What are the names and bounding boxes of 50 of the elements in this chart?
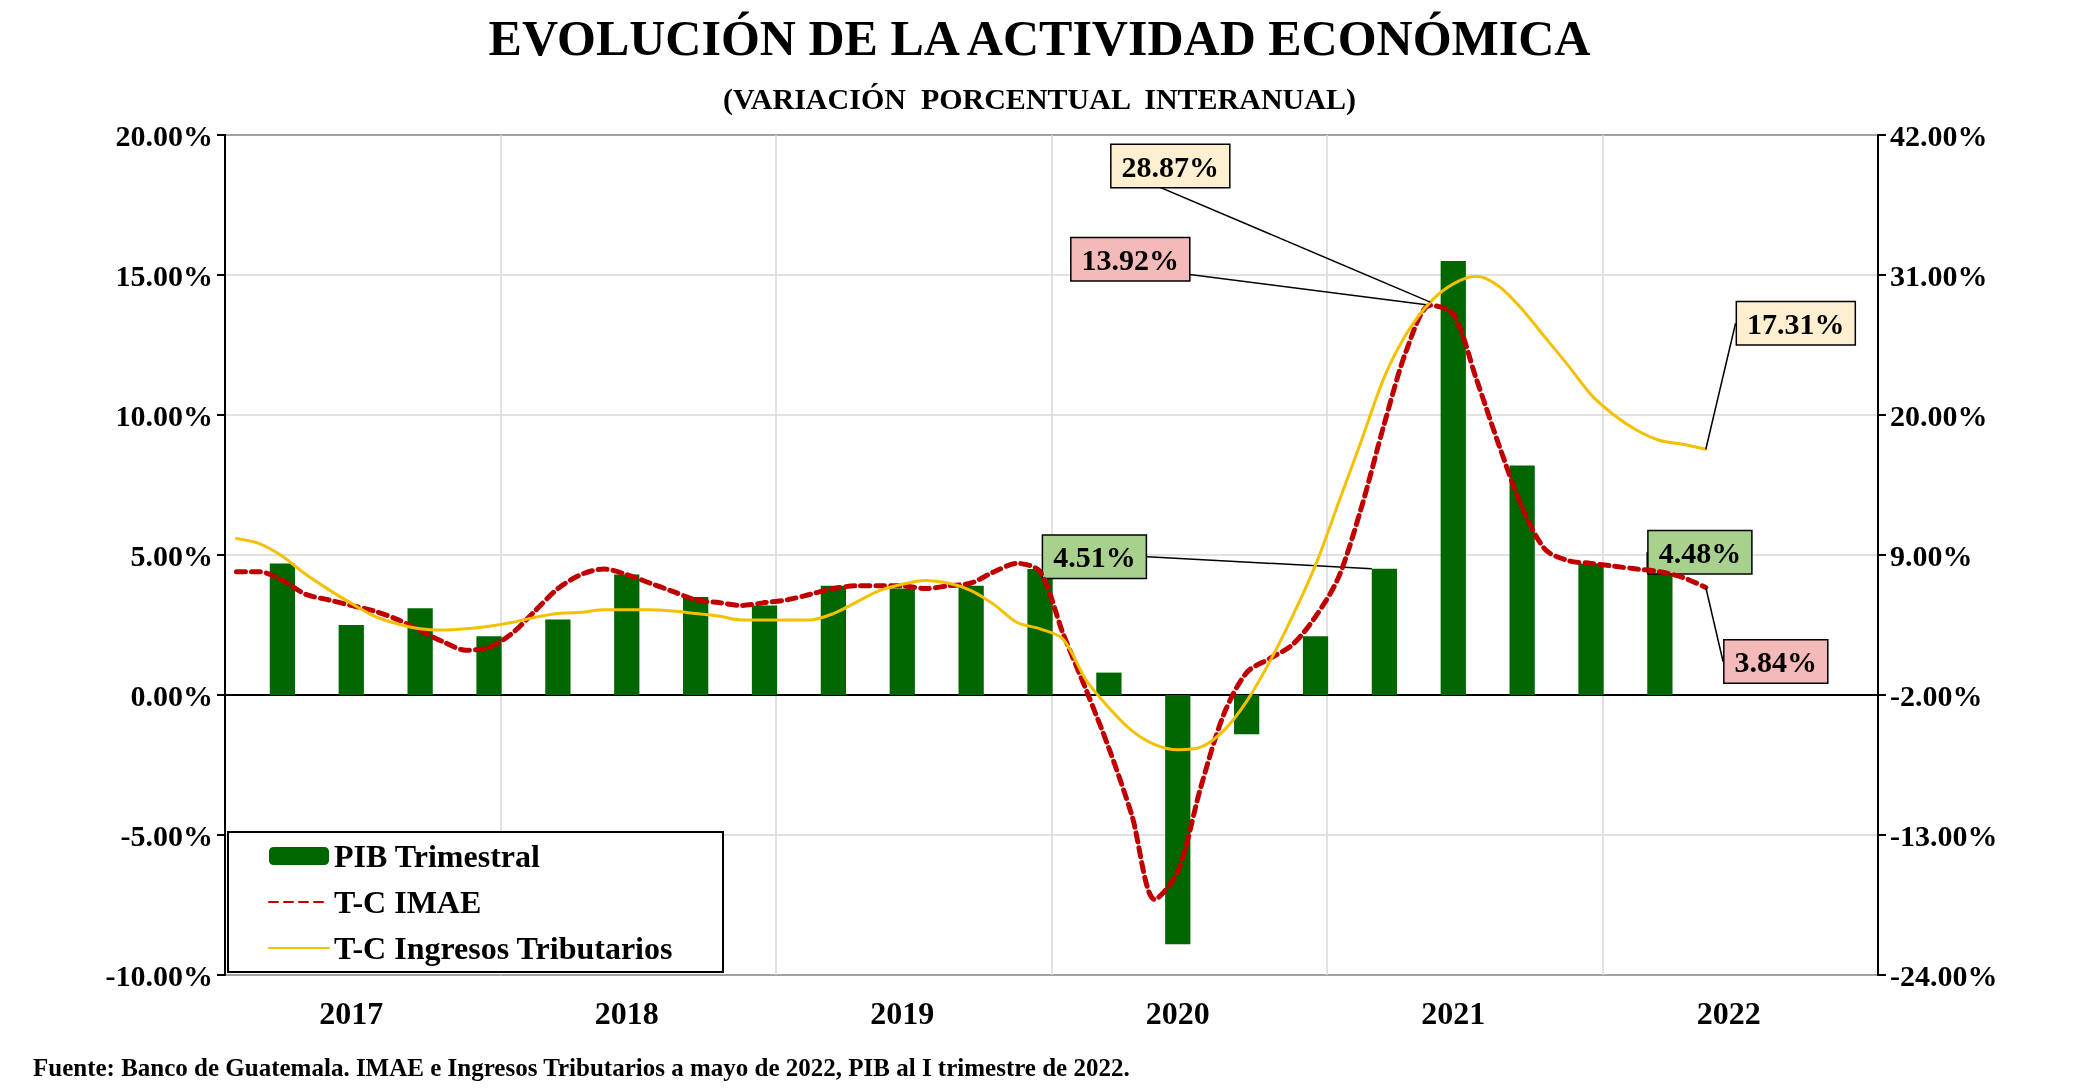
bar: [683, 597, 709, 695]
bar: [614, 574, 640, 695]
x-tick-label: 2017: [319, 995, 384, 1031]
bar: [1440, 261, 1466, 695]
y-tick-label: 20.00%: [115, 118, 213, 152]
data-label: 28.87%: [1121, 149, 1220, 183]
y2-tick-label: 42.00%: [1890, 118, 1988, 152]
y-tick-label: 15.00%: [115, 258, 213, 292]
x-tick-label: 2018: [594, 995, 659, 1031]
y-tick-label: -10.00%: [105, 958, 213, 992]
bar: [1096, 672, 1122, 695]
data-label: 4.51%: [1053, 540, 1136, 574]
y-tick-label: 0.00%: [130, 678, 213, 712]
bar: [545, 619, 571, 695]
bar: [958, 585, 984, 695]
x-tick-label: 2019: [870, 995, 935, 1031]
bar: [820, 585, 847, 695]
y2-tick-label: -13.00%: [1890, 818, 1998, 852]
data-label: 3.84%: [1734, 644, 1818, 678]
legend-label: T-C IMAE: [334, 884, 482, 920]
bar: [407, 608, 433, 695]
source-note: Fuente: Banco de Guatemala. IMAE e Ingresos Tributarios a mayo de 2022, PIB al I trimestre de 2022.: [33, 1054, 1130, 1081]
bar: [476, 636, 502, 695]
bar: [338, 625, 364, 695]
data-label: 17.31%: [1747, 306, 1845, 340]
bar: [1371, 568, 1398, 695]
bar: [1302, 636, 1329, 695]
bar: [1165, 695, 1191, 945]
y2-tick-label: 20.00%: [1890, 398, 1988, 432]
y2-tick-label: -2.00%: [1890, 678, 1983, 712]
data-label: 4.48%: [1658, 535, 1742, 569]
data-label: 13.92%: [1081, 242, 1180, 276]
bar: [1509, 465, 1535, 695]
y-tick-label: 5.00%: [130, 538, 213, 572]
legend-label: PIB Trimestral: [334, 838, 540, 874]
bar: [889, 588, 915, 695]
y2-tick-label: 31.00%: [1890, 258, 1988, 292]
y-tick-label: 10.00%: [115, 398, 213, 432]
y2-tick-label: -24.00%: [1890, 958, 1998, 992]
y2-tick-label: 9.00%: [1890, 538, 1973, 572]
bar: [269, 563, 296, 695]
bar: [1578, 563, 1604, 695]
bar: [751, 605, 778, 695]
chart-title: EVOLUCIÓN DE LA ACTIVIDAD ECONÓMICA: [488, 10, 1591, 66]
chart-subtitle: (VARIACIÓN PORCENTUAL INTERANUAL): [723, 81, 1356, 116]
y-tick-label: -5.00%: [120, 818, 213, 852]
x-tick-label: 2020: [1145, 995, 1210, 1031]
x-tick-label: 2021: [1421, 995, 1486, 1031]
legend-label: T-C Ingresos Tributarios: [334, 930, 673, 966]
x-tick-label: 2022: [1696, 995, 1761, 1031]
